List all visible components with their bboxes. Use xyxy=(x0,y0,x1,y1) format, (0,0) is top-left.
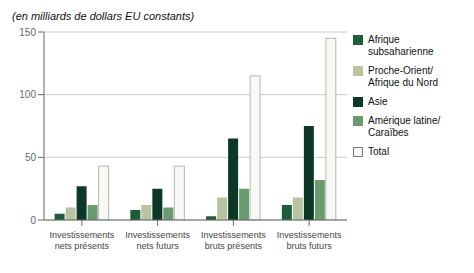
html-text:Total: Total xyxy=(368,146,390,157)
svg-text:150: 150 xyxy=(19,27,36,38)
html-text:Proche-Orient/ Afrique du Nord: Proche-Orient/ Afrique du Nord xyxy=(368,65,438,88)
html-text:Afrique subsaharienne: Afrique subsaharienne xyxy=(368,34,434,57)
html-text:(en milliards de dollars EU co: (en milliards de dollars EU constants) xyxy=(12,10,195,22)
svg-text:0: 0 xyxy=(30,215,36,226)
svg-text:Investissementsnets futurs: Investissementsnets futurs xyxy=(125,230,190,251)
svg-text:Investissementsnets présents: Investissementsnets présents xyxy=(50,230,115,251)
svg-text:Investissementsbruts futurs: Investissementsbruts futurs xyxy=(277,230,342,251)
html-text:Asie: Asie xyxy=(368,96,388,107)
svg-text:100: 100 xyxy=(19,89,36,100)
html-text:Amérique latine/ Caraïbes: Amérique latine/ Caraïbes xyxy=(368,115,441,138)
svg-text:50: 50 xyxy=(25,152,37,163)
svg-text:Investissementsbruts présents: Investissementsbruts présents xyxy=(201,230,266,251)
